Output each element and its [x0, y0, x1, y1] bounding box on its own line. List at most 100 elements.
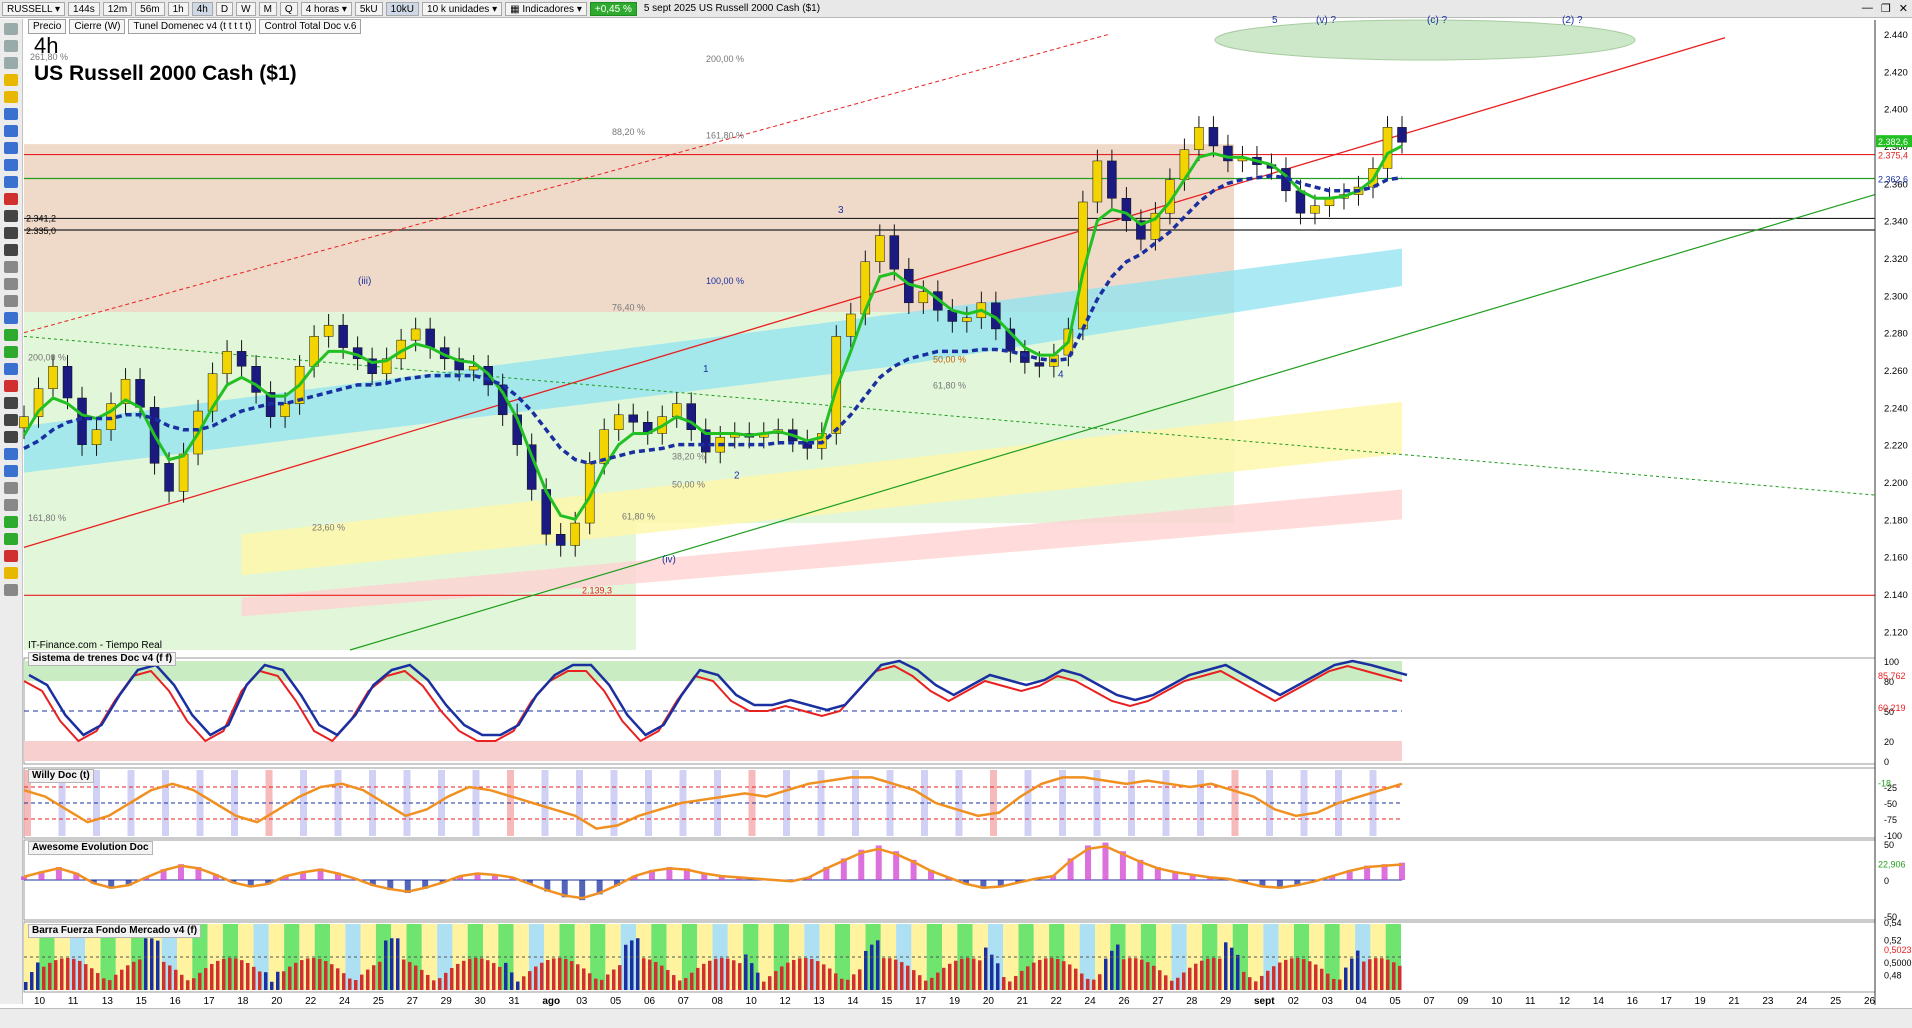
interval-d[interactable]: D	[215, 1, 234, 16]
panel-label-fuerza[interactable]: Barra Fuerza Fondo Mercado v4 (f)	[28, 924, 202, 938]
cursor-tool-icon[interactable]	[4, 23, 18, 35]
crosshair-tool-icon[interactable]	[4, 431, 18, 443]
data-source-label: IT-Finance.com - Tiempo Real	[28, 640, 162, 651]
interval-144s[interactable]: 144s	[68, 1, 100, 16]
minimize-icon[interactable]: —	[1861, 2, 1873, 14]
indicator-tag-cierre[interactable]: Cierre (W)	[69, 19, 126, 34]
wave-tool-icon[interactable]	[4, 448, 18, 460]
units-select[interactable]: 10 k unidades ▾	[422, 1, 503, 16]
willy-panel[interactable]: -25 -50 -75 -100 -18	[23, 767, 1902, 841]
fuerza-bar	[606, 974, 610, 990]
fuerza-bar	[1350, 958, 1354, 990]
period-select[interactable]: 4 horas ▾	[300, 1, 352, 16]
units-10k-button[interactable]: 10kU	[385, 1, 420, 16]
symbol-select[interactable]: RUSSELL ▾	[2, 1, 66, 16]
fuerza-bar	[1194, 963, 1198, 990]
indicators-button[interactable]: ▦ Indicadores ▾	[505, 1, 587, 16]
close-icon[interactable]: ✕	[1898, 3, 1908, 15]
candle-body	[222, 351, 232, 374]
interval-12m[interactable]: 12m	[102, 1, 133, 16]
rectangle-tool-icon[interactable]	[4, 193, 18, 205]
awesome-bar	[1259, 880, 1266, 888]
fuerza-background-band	[513, 924, 529, 990]
date-tick-32: 26	[1118, 996, 1130, 1007]
willy-bar	[1369, 770, 1377, 836]
horizontal-line-tool-icon[interactable]	[4, 159, 18, 171]
price-tick-12: 2.360	[1884, 179, 1908, 190]
interval-m[interactable]: M	[258, 1, 277, 16]
indicator-tag-precio[interactable]: Precio	[28, 19, 67, 34]
alert-tool-icon[interactable]	[4, 91, 18, 103]
date-tick-7: 20	[271, 996, 283, 1007]
candle-body	[19, 416, 29, 429]
fuerza-bar	[300, 960, 304, 990]
bell-tool-icon[interactable]	[4, 74, 18, 86]
trendline-tool-icon[interactable]	[4, 108, 18, 120]
fuerza-bar	[882, 958, 886, 990]
line-red-tool-icon[interactable]	[4, 380, 18, 392]
pattern-tool-icon[interactable]	[4, 465, 18, 477]
awesome-bar	[21, 876, 27, 880]
pitchfork-tool-icon[interactable]	[4, 363, 18, 375]
interval-w[interactable]: W	[236, 1, 256, 16]
units-5k-button[interactable]: 5kU	[354, 1, 383, 16]
magnifier-tool-icon[interactable]	[4, 57, 18, 69]
trenes-panel[interactable]: 100 80 50 20 0 85,762 60,219	[23, 657, 1906, 767]
magnet-tool-icon[interactable]	[4, 482, 18, 494]
panel-label-trenes[interactable]: Sistema de trenes Doc v4 (f f)	[28, 652, 177, 666]
awesome-bar	[212, 874, 219, 880]
text-tool-icon[interactable]	[4, 210, 18, 222]
maximize-icon[interactable]: ❐	[1880, 3, 1891, 15]
awesome-panel[interactable]: 50 0 -50 22,906	[21, 839, 1906, 922]
fuerza-panel[interactable]: 0,54 0,520,5023 0,5000 0,48	[23, 918, 1912, 993]
date-tick-38: 03	[1322, 996, 1334, 1007]
interval-q[interactable]: Q	[279, 1, 298, 16]
fuerza-bar	[954, 960, 958, 990]
awesome-signal-line	[23, 845, 1403, 900]
fuerza-background-band	[1232, 924, 1248, 990]
delete-tool-icon[interactable]	[4, 550, 18, 562]
channel-tool-icon[interactable]	[4, 125, 18, 137]
lock-tool-icon[interactable]	[4, 499, 18, 511]
shape-tool-icon[interactable]	[4, 346, 18, 358]
segment-tool-icon[interactable]	[4, 397, 18, 409]
date-tick-42: 09	[1457, 996, 1469, 1007]
ellipse-tool-icon[interactable]	[4, 329, 18, 341]
parallel-tool-icon[interactable]	[4, 312, 18, 324]
indicator-tag-control[interactable]: Control Total Doc v.6	[259, 19, 362, 34]
date-tick-13: 30	[475, 996, 487, 1007]
interval-56m[interactable]: 56m	[135, 1, 165, 16]
indicator-tag-tunel[interactable]: Tunel Domenec v4 (t t t t t)	[128, 19, 257, 34]
trenes-tick-4: 0	[1884, 757, 1889, 767]
date-tick-25: 15	[881, 996, 893, 1007]
panel-label-willy[interactable]: Willy Doc (t)	[28, 769, 94, 783]
awesome-bar	[701, 872, 708, 880]
warning-tool-icon[interactable]	[4, 567, 18, 579]
thumb-up-tool-icon[interactable]	[4, 533, 18, 545]
interval-4h[interactable]: 4h	[191, 1, 213, 16]
current-price-label: 2.382,6	[1878, 137, 1908, 147]
fibonacci-tool-icon[interactable]	[4, 142, 18, 154]
fuerza-bar	[966, 958, 970, 990]
check-tool-icon[interactable]	[4, 516, 18, 528]
date-tick-19: 07	[678, 996, 690, 1007]
label-tool-icon[interactable]	[4, 227, 18, 239]
zoom-tool-icon[interactable]	[4, 40, 18, 52]
interval-1h[interactable]: 1h	[167, 1, 189, 16]
settings-tool-icon[interactable]	[4, 584, 18, 596]
pencil-tool-icon[interactable]	[4, 295, 18, 307]
ruler-tool-icon[interactable]	[4, 261, 18, 273]
slow-ma-line	[23, 174, 1403, 466]
panel-label-awesome[interactable]: Awesome Evolution Doc	[28, 841, 153, 855]
date-tick-34: 28	[1186, 996, 1198, 1007]
arrow-tool-icon[interactable]	[4, 244, 18, 256]
fuerza-bar	[456, 963, 460, 990]
vertical-line-tool-icon[interactable]	[4, 176, 18, 188]
ray-tool-icon[interactable]	[4, 414, 18, 426]
candle-body	[889, 235, 900, 270]
main-price-panel[interactable]: 261,80 % 200,00 %88,20 % 161,80 %100,00 %7…	[19, 15, 1876, 651]
brush-tool-icon[interactable]	[4, 278, 18, 290]
date-tick-5: 17	[203, 996, 215, 1007]
fuerza-bar	[1398, 965, 1402, 990]
